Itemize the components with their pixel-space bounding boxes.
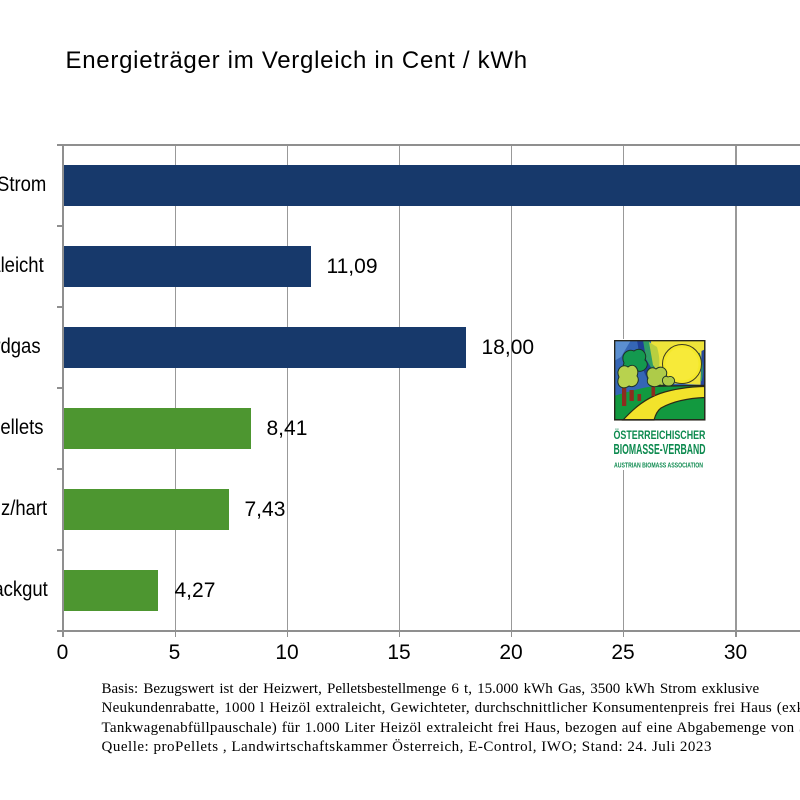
- svg-text:AUSTRIAN BIOMASS ASSOCIATION: AUSTRIAN BIOMASS ASSOCIATION: [614, 462, 703, 469]
- svg-text:BIOMASSE-VERBAND: BIOMASSE-VERBAND: [613, 441, 705, 458]
- svg-text:ÖSTERREICHISCHER: ÖSTERREICHISCHER: [613, 429, 706, 442]
